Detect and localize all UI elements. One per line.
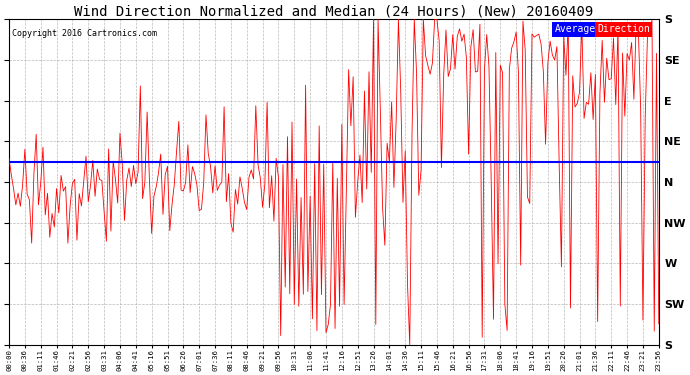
Title: Wind Direction Normalized and Median (24 Hours) (New) 20160409: Wind Direction Normalized and Median (24… [75, 4, 593, 18]
Text: Copyright 2016 Cartronics.com: Copyright 2016 Cartronics.com [12, 29, 157, 38]
Text: Average: Average [555, 24, 596, 34]
Text: Direction: Direction [597, 24, 650, 34]
